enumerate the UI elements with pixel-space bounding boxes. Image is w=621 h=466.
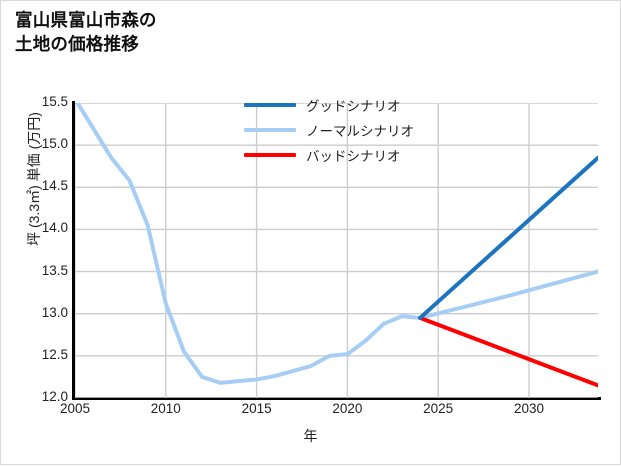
legend-normal[interactable]: ノーマルシナリオ [244,117,444,142]
y-tick-labels: 15.5 15.0 14.5 14.0 13.5 13.0 12.5 12.0 [1,1,68,466]
y-tick-label: 13.5 [41,262,68,278]
legend-swatch-icon [244,127,296,132]
y-tick-label: 12.0 [41,389,68,404]
chart-canvas [75,103,598,398]
x-tick-label: 2025 [423,401,454,416]
x-tick-label: 2030 [513,401,544,416]
legend-label: バッドシナリオ [306,148,401,164]
chart-legend: グッドシナリオ ノーマルシナリオ バッドシナリオ [244,92,444,167]
x-tick-label: 2015 [241,401,272,416]
page-title: 富山県富山市森の 土地の価格推移 [15,10,157,54]
x-axis-spine [72,397,601,400]
x-axis-title: 年 [303,428,318,444]
series-line [418,155,598,320]
y-tick-label: 12.5 [41,346,68,362]
legend-swatch-icon [244,152,296,157]
y-tick-label: 15.5 [41,94,68,109]
x-tick-label: 2010 [150,401,181,416]
legend-bad[interactable]: バッドシナリオ [244,142,444,167]
y-tick-label: 15.0 [41,136,68,152]
y-tick-label: 14.0 [41,220,68,236]
legend-label: ノーマルシナリオ [306,123,414,139]
legend-swatch-icon [244,102,296,107]
y-tick-label: 14.5 [41,178,68,194]
y-axis-spine [72,101,75,400]
x-tick-label: 2020 [332,401,363,416]
legend-good[interactable]: グッドシナリオ [244,92,444,117]
y-tick-label: 13.0 [41,304,68,320]
y-axis-title: 坪 (3.3㎡) 単価 (万円) [26,112,42,246]
series-line [418,315,598,388]
x-tick-label: 2005 [59,401,91,416]
legend-label: グッドシナリオ [306,98,401,114]
plot-area [75,103,598,398]
series-line [75,103,598,385]
